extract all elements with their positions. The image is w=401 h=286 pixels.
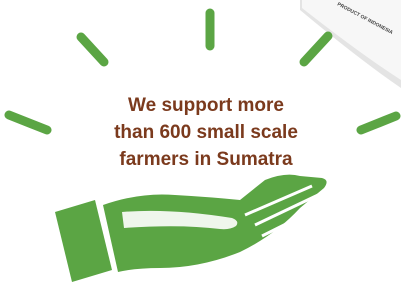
ray xyxy=(9,115,47,130)
page: PRODUCT OF INDONESIA We support more tha… xyxy=(0,0,401,286)
graphic: PRODUCT OF INDONESIA We support more tha… xyxy=(0,0,401,286)
ray xyxy=(81,37,104,62)
message-line: farmers in Sumatra xyxy=(119,149,293,170)
hand-cuff xyxy=(55,200,112,282)
hand xyxy=(55,175,327,282)
message-line: than 600 small scale xyxy=(114,122,298,143)
message-line: We support more xyxy=(128,95,284,116)
ray xyxy=(361,116,396,130)
ray xyxy=(304,36,328,62)
message: We support more than 600 small scale far… xyxy=(114,95,298,170)
